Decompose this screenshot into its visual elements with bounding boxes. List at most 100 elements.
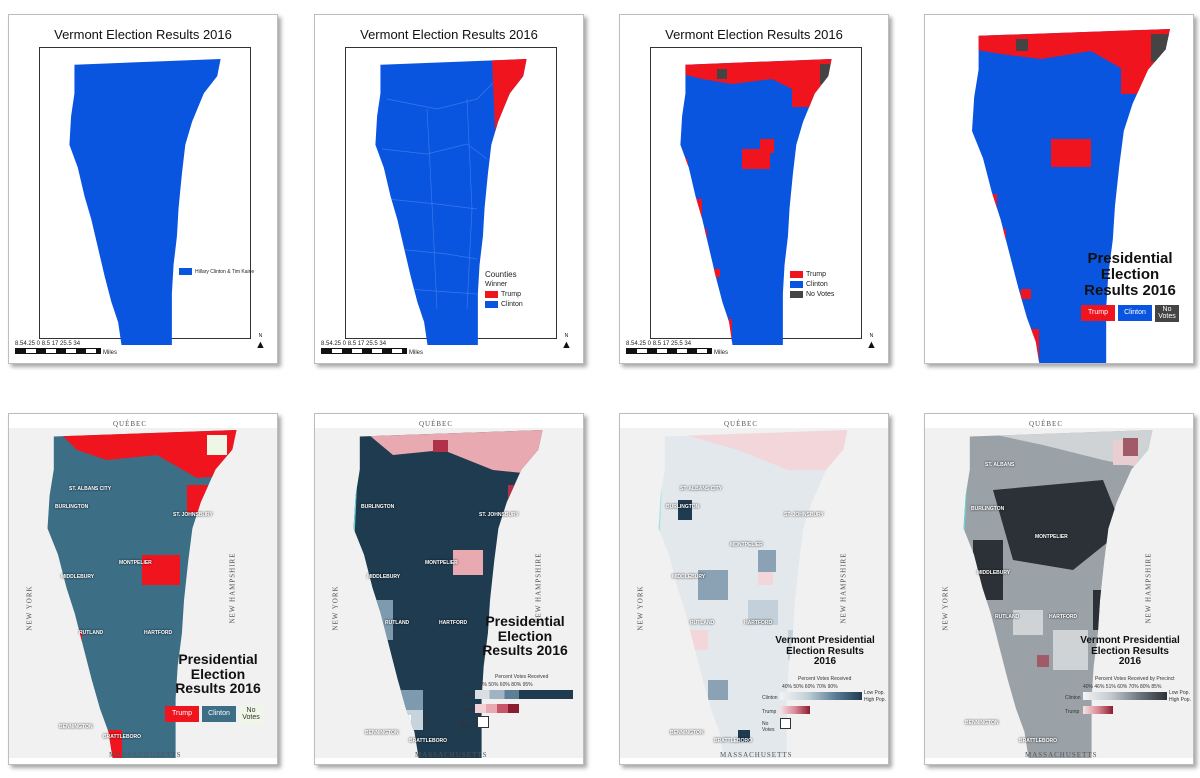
map-title: Presidential Election Results 2016 <box>163 652 273 696</box>
city-label: BENNINGTON <box>365 730 399 736</box>
title-line-1: Vermont Presidential <box>775 635 875 646</box>
title-line-2: Election <box>1100 265 1160 283</box>
legend-title: Counties <box>485 270 517 279</box>
label-new-york: NEW YORK <box>941 585 950 631</box>
scale-unit: Miles <box>409 350 424 356</box>
title-line-2: Election <box>497 627 553 644</box>
city-label: BENNINGTON <box>670 730 704 736</box>
legend-lowpop: Low Pop. <box>864 690 885 696</box>
title-line-3: Results 2016 <box>175 680 261 697</box>
panel-title: Vermont Election Results 2016 <box>54 27 232 42</box>
city-label: MIDDLEBURY <box>61 574 95 580</box>
trump-swatch <box>485 290 498 298</box>
legend-label: Hillary Clinton & Tim Kaine <box>195 269 255 275</box>
city-label: RUTLAND <box>79 630 104 636</box>
scale-bar: 8.54.25 0 8.5 17 25.5 34 Miles <box>626 341 728 356</box>
scale-ticks: 8.54.25 0 8.5 17 25.5 34 <box>321 341 387 347</box>
north-arrow-icon: N ▲ <box>866 333 877 351</box>
title-line-2: Election Results <box>786 645 864 657</box>
city-label: BURLINGTON <box>55 504 89 510</box>
city-label: ST. ALBANS CITY <box>680 486 723 492</box>
city-label: BRATTLEBORO <box>409 738 447 744</box>
legend-clinton-box: Clinton <box>1118 305 1152 321</box>
city-label: ST. ALBANS CITY <box>69 486 112 492</box>
city-label: RUTLAND <box>385 620 410 626</box>
label-massachusetts: MASSACHUSETTS <box>720 751 793 759</box>
north-label: N <box>258 333 263 339</box>
city-label: MONTPELIER <box>730 542 763 548</box>
city-label: BRATTLEBORO <box>1019 738 1057 744</box>
trump-swatch <box>790 270 803 278</box>
scale-unit: Miles <box>714 350 729 356</box>
city-label: BRATTLEBORO <box>714 738 752 744</box>
city-label: MIDDLEBURY <box>672 574 706 580</box>
legend-trump: Trump <box>459 707 474 713</box>
legend: Hillary Clinton & Tim Kaine <box>179 267 254 277</box>
trump-ramp <box>475 704 519 713</box>
legend-ticks: 40% 46% 51% 60% 70% 80% 85% <box>1083 684 1162 690</box>
city-label: ST. ALBANS <box>985 462 1015 468</box>
title-line-2: Election <box>190 665 246 682</box>
map-panel-6: QUÉBEC BURLINGTON ST. JOHNSBURY MONTPELI… <box>314 413 584 765</box>
city-label: BENNINGTON <box>965 720 999 726</box>
panel-title: Vermont Election Results 2016 <box>665 27 843 42</box>
map-panel-1: Vermont Election Results 2016 Hillary Cl… <box>8 14 278 364</box>
map-title: Presidential Election Results 2016 <box>465 614 583 658</box>
town-results <box>953 430 1163 758</box>
label-new-york: NEW YORK <box>636 585 645 631</box>
map-panel-2: Vermont Election Results 2016 Counties W… <box>314 14 584 364</box>
legend-highpop: High Pop. <box>1169 697 1191 703</box>
city-label: HARTFORD <box>1049 614 1078 620</box>
scale-bar: 8.54.25 0 8.5 17 25.5 34 Miles <box>15 341 117 356</box>
map-panel-3: Vermont Election Results 2016 Trump Clin… <box>619 14 889 364</box>
title-line-3: Results 2016 <box>1084 281 1176 299</box>
legend-clinton: Clinton <box>459 692 475 698</box>
map-panel-7: QUÉBEC ST. ALBANS CITY BURLINGTON ST. JO… <box>619 413 889 765</box>
label-new-york: NEW YORK <box>331 585 340 631</box>
city-label: MONTPELIER <box>1035 534 1068 540</box>
city-label: HARTFORD <box>439 620 468 626</box>
legend-subtitle: Winner <box>485 281 508 288</box>
legend-clinton: Clinton <box>762 695 778 701</box>
title-line-3: 2016 <box>1118 656 1142 667</box>
clinton-swatch <box>179 267 192 275</box>
scale-graphic <box>626 348 712 354</box>
map-title: Presidential Election Results 2016 <box>1075 251 1185 298</box>
clinton-ramp <box>1083 692 1167 700</box>
label-quebec: QUÉBEC <box>113 420 147 428</box>
city-label: BENNINGTON <box>59 724 93 730</box>
label-massachusetts: MASSACHUSETTS <box>109 751 182 759</box>
novotes-swatch <box>477 716 489 728</box>
title-line-1: Vermont Presidential <box>1080 635 1180 646</box>
label-new-hampshire: NEW HAMPSHIRE <box>1144 552 1153 624</box>
label-massachusetts: MASSACHUSETTS <box>415 751 488 759</box>
map-title: Vermont Presidential Election Results 20… <box>762 635 888 668</box>
legend-clinton: Clinton <box>1065 695 1081 701</box>
legend-trump: Trump <box>1065 709 1080 715</box>
clinton-swatch <box>790 280 803 288</box>
label-massachusetts: MASSACHUSETTS <box>1025 751 1098 759</box>
label-new-york: NEW YORK <box>25 585 34 631</box>
legend-ticks: 40% 50% 60% 70% 90% <box>782 684 838 690</box>
legend-novotes: No Votes <box>762 721 775 733</box>
legend-novotes: No Votes <box>459 719 472 731</box>
legend-ticks: 40% 50% 60% 80% 95% <box>477 682 533 688</box>
city-label: ST. JOHNSBURY <box>784 512 824 518</box>
title-line-2: Election Results <box>1091 645 1169 657</box>
map-panel-4: Presidential Election Results 2016 Trump… <box>924 14 1194 364</box>
scale-ticks: 8.54.25 0 8.5 17 25.5 34 <box>626 341 692 347</box>
legend-clinton: Clinton <box>806 281 828 288</box>
scale-graphic <box>15 348 101 354</box>
legend-novotes-box: No Votes <box>239 706 263 723</box>
city-label: RUTLAND <box>995 614 1020 620</box>
legend-clinton: Clinton <box>501 301 523 308</box>
city-label: RUTLAND <box>690 620 715 626</box>
scale-ticks: 8.54.25 0 8.5 17 25.5 34 <box>15 341 81 347</box>
panel-title: Vermont Election Results 2016 <box>360 27 538 42</box>
label-quebec: QUÉBEC <box>724 420 758 428</box>
north-arrow-icon: N ▲ <box>255 333 266 351</box>
legend-head: Percent Votes Received by Precinct <box>1095 676 1175 682</box>
legend-trump: Trump <box>762 709 777 715</box>
city-label: BURLINGTON <box>361 504 395 510</box>
title-line-3: 2016 <box>813 656 837 667</box>
